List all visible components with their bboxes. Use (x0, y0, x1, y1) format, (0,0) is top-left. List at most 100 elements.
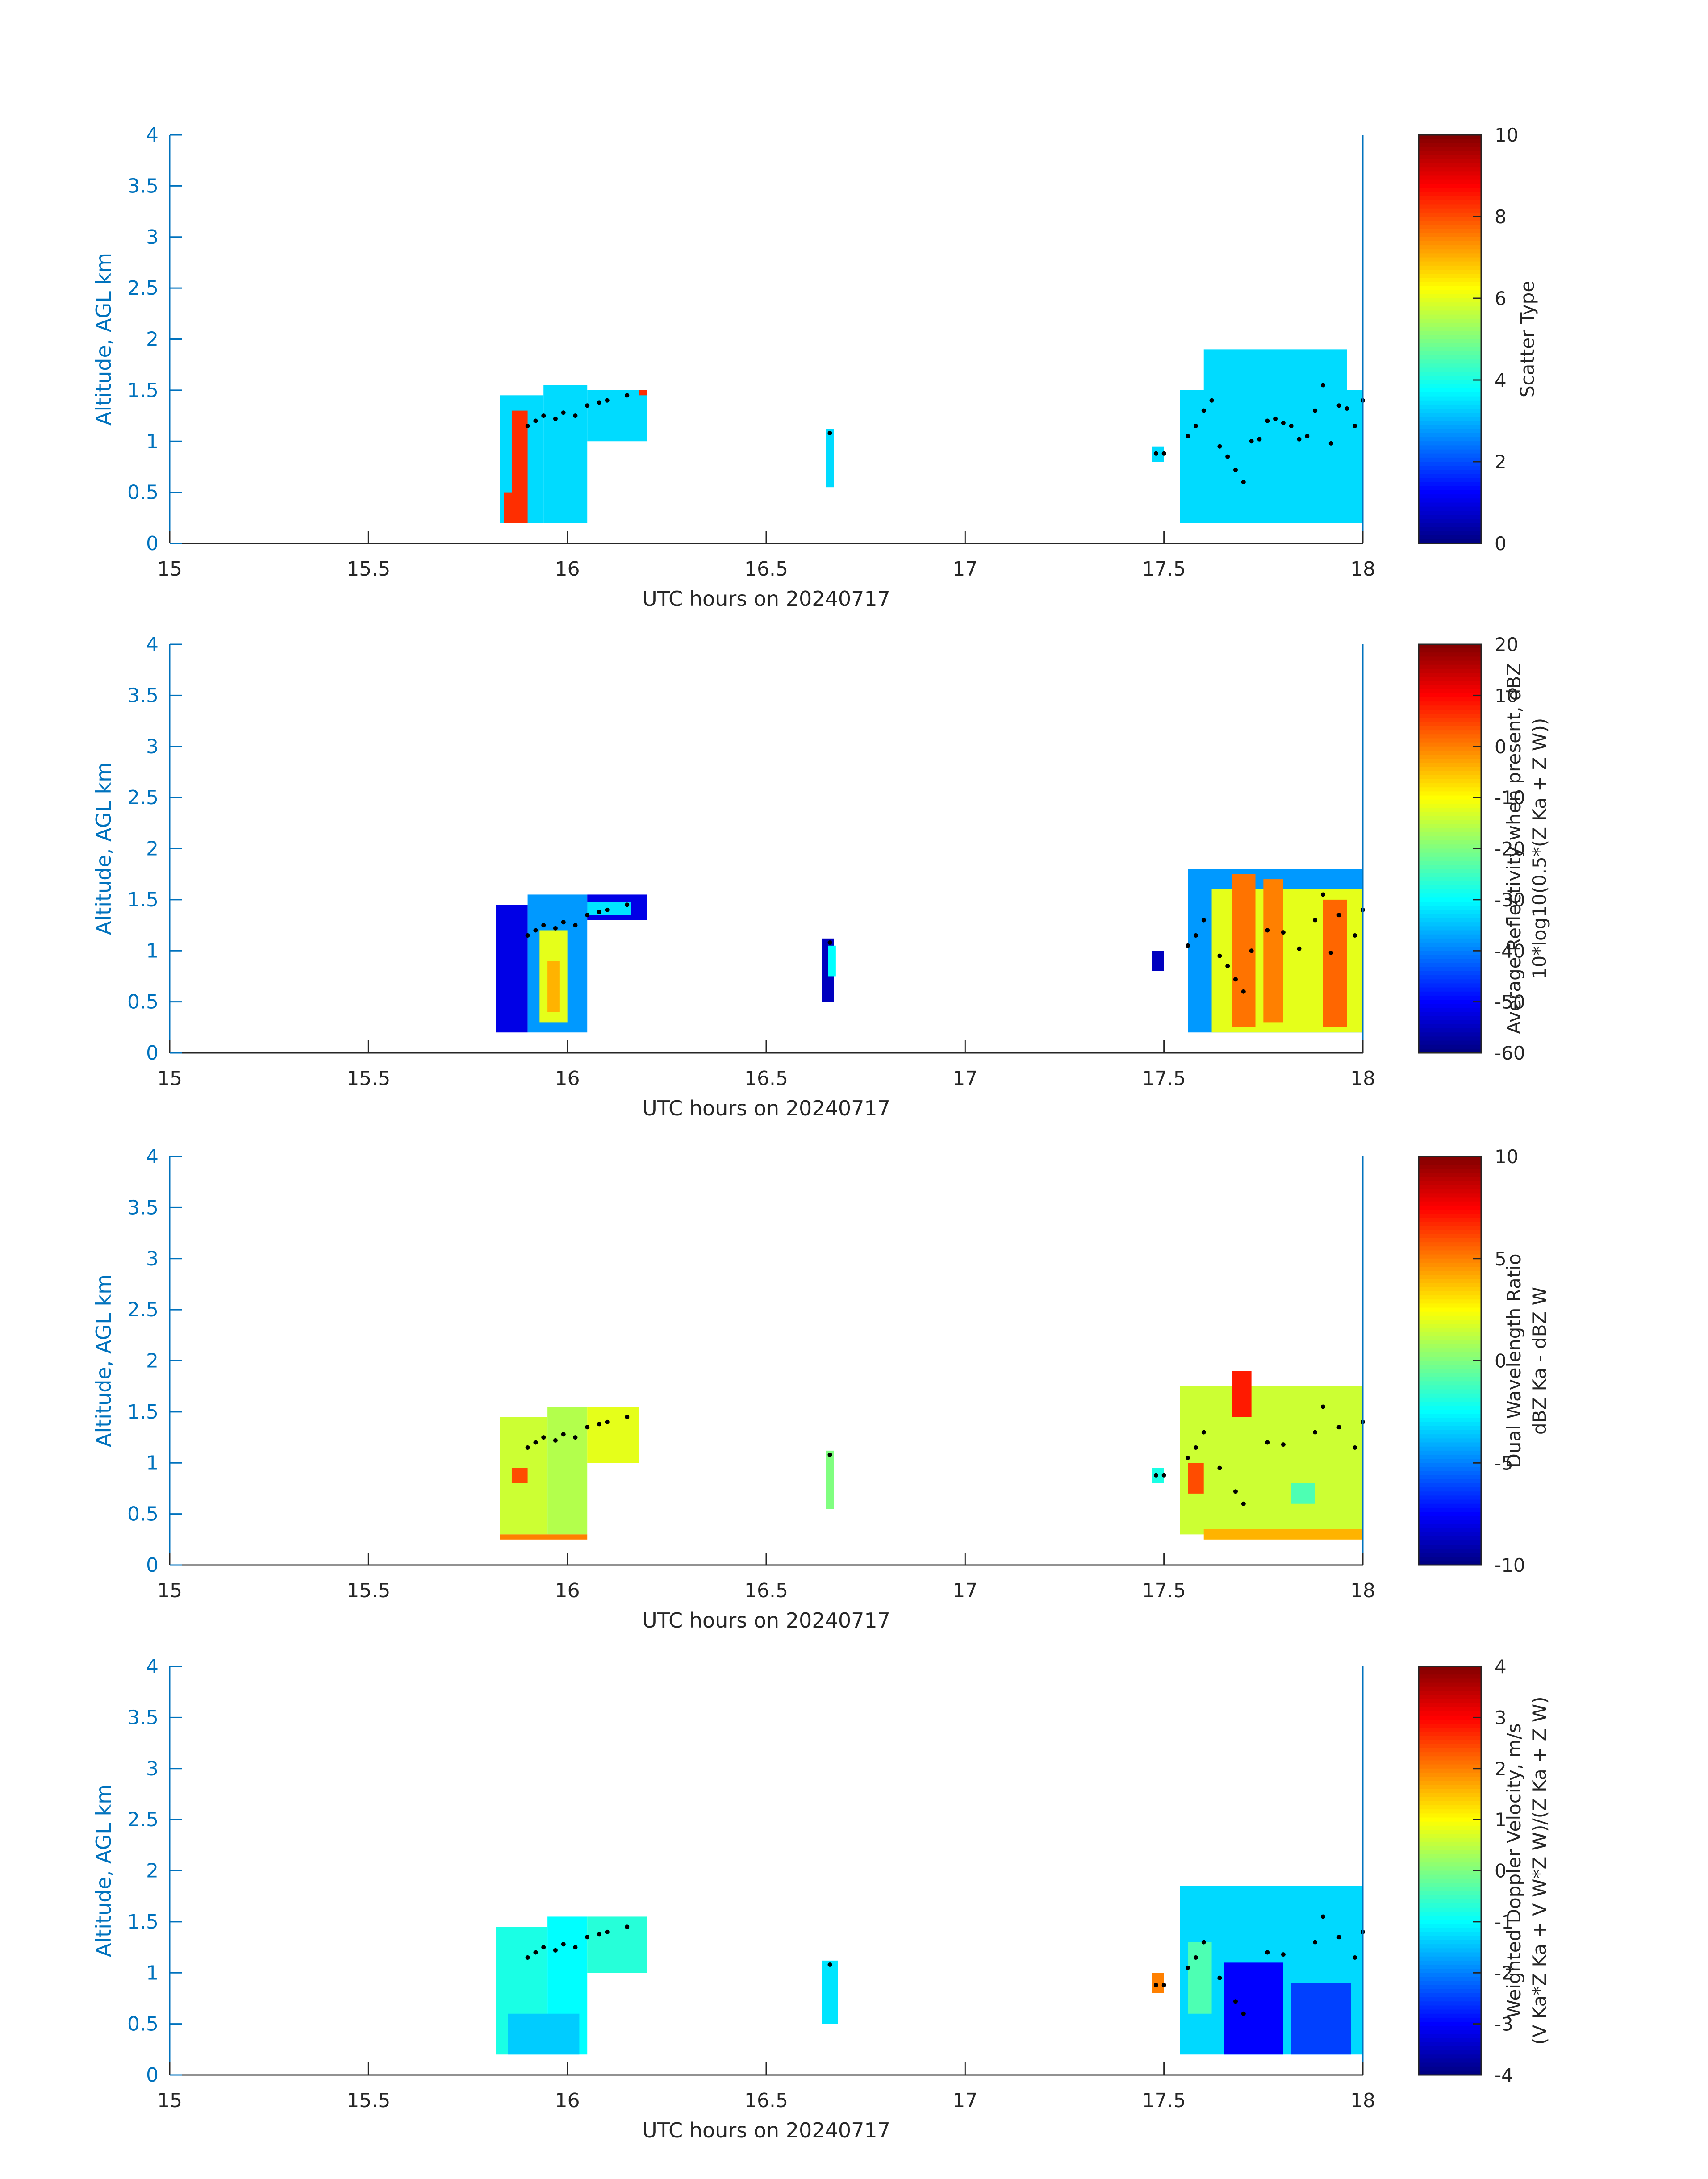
colorbar-segment (1419, 2062, 1481, 2067)
colorbar-segment (1419, 290, 1481, 295)
colorbar-segment (1419, 1024, 1481, 1029)
panel-4: 15 15.5 16 16.5 17 17.5 18 0 0.5 1 1.5 2 2.5 3 3.5 4 UTC… (92, 1655, 1550, 2142)
marker-point (1225, 454, 1230, 459)
y-tick-label: 2.5 (127, 1298, 159, 1321)
colorbar-segment (1419, 1536, 1481, 1541)
colorbar-segment (1419, 1512, 1481, 1516)
y-tick-label: 3.5 (127, 1196, 159, 1219)
colorbar-segment (1419, 1258, 1481, 1263)
colorbar-label: dBZ Ka - dBZ W (1528, 1287, 1550, 1435)
colorbar-segment (1419, 282, 1481, 287)
marker-point (1265, 1950, 1270, 1955)
colorbar-segment (1419, 1887, 1481, 1892)
colorbar-segment (1419, 1234, 1481, 1239)
colorbar-segment (1419, 347, 1481, 352)
colorbar-segment (1419, 848, 1481, 853)
heatmap-cells (500, 349, 1363, 523)
colorbar-segment (1419, 963, 1481, 968)
heatmap-cell (1203, 349, 1347, 390)
colorbar-segment (1419, 1920, 1481, 1924)
colorbar-segment (1419, 844, 1481, 849)
marker-point (827, 940, 832, 945)
colorbar-segment (1419, 1483, 1481, 1488)
marker-point (1353, 423, 1357, 428)
heatmap-cell (1291, 1483, 1315, 1504)
colorbar-segment (1419, 2070, 1481, 2075)
colorbar-segment (1419, 930, 1481, 935)
marker-point (1161, 1983, 1166, 1987)
colorbar-segment (1419, 660, 1481, 665)
colorbar-segment (1419, 975, 1481, 980)
y-tick-label: 1 (146, 1962, 159, 1984)
marker-point (1281, 930, 1286, 935)
heatmap-cell (500, 1534, 588, 1540)
colorbar-segment (1419, 351, 1481, 356)
colorbar-segment (1419, 376, 1481, 380)
colorbar-segment (1419, 1242, 1481, 1247)
colorbar-tick-label: 2 (1495, 1758, 1507, 1780)
colorbar-segment (1419, 1165, 1481, 1169)
colorbar-segment (1419, 1028, 1481, 1033)
heatmap-cell (547, 961, 560, 1012)
marker-point (1265, 928, 1270, 933)
colorbar-segment (1419, 1040, 1481, 1045)
y-tick-label: 2 (146, 328, 159, 351)
marker-point (533, 928, 538, 933)
colorbar-segment (1419, 934, 1481, 939)
colorbar-segment (1419, 1032, 1481, 1037)
colorbar-segment (1419, 1173, 1481, 1177)
colorbar-segment (1419, 1177, 1481, 1181)
marker-point (625, 1924, 630, 1929)
heatmap-cell (587, 390, 647, 442)
colorbar-label: Average Reflectivity when present, dBZ (1503, 663, 1525, 1034)
colorbar-segment (1419, 1373, 1481, 1378)
colorbar-segment (1419, 1703, 1481, 1708)
marker-point (1241, 480, 1246, 484)
colorbar-segment (1419, 1805, 1481, 1810)
colorbar-segment (1419, 1956, 1481, 1961)
colorbar-segment (1419, 486, 1481, 491)
y-tick-label: 0 (146, 532, 159, 555)
colorbar-segment (1419, 1422, 1481, 1427)
x-tick-label: 16 (555, 558, 580, 580)
colorbar-segment (1419, 1471, 1481, 1476)
colorbar-segment (1419, 322, 1481, 327)
colorbar-segment (1419, 1557, 1481, 1561)
heatmap-cell (511, 410, 528, 523)
colorbar-segment (1419, 261, 1481, 266)
colorbar-segment (1419, 1797, 1481, 1802)
marker-point (1217, 953, 1222, 958)
colorbar-label: Dual Wavelength Ratio (1503, 1253, 1525, 1468)
marker-point (625, 902, 630, 907)
colorbar-segment (1419, 294, 1481, 299)
colorbar-segment (1419, 139, 1481, 144)
colorbar-segment (1419, 380, 1481, 384)
y-tick-label: 2.5 (127, 277, 159, 300)
colorbar-tick-label: 6 (1495, 288, 1507, 309)
heatmap-cell (508, 2013, 580, 2055)
colorbar-segment (1419, 1230, 1481, 1235)
colorbar-segment (1419, 257, 1481, 262)
colorbar-segment (1419, 860, 1481, 865)
y-tick-label: 3.5 (127, 684, 159, 707)
colorbar-segment (1419, 1903, 1481, 1908)
colorbar-segment (1419, 1817, 1481, 1822)
x-tick-label: 17 (952, 1067, 977, 1090)
colorbar-segment (1419, 2042, 1481, 2047)
marker-point (827, 1962, 832, 1967)
colorbar-segment (1419, 1348, 1481, 1353)
colorbar-tick-label: 4 (1495, 369, 1507, 391)
colorbar-segment (1419, 1397, 1481, 1402)
colorbar-segment (1419, 2034, 1481, 2039)
marker-point (1241, 1501, 1246, 1506)
marker-point (561, 1432, 566, 1437)
colorbar-segment (1419, 881, 1481, 886)
colorbar-tick-label: 2 (1495, 451, 1507, 473)
marker-point (1336, 403, 1341, 408)
x-tick-label: 18 (1350, 558, 1375, 580)
marker-point (1161, 451, 1166, 456)
colorbar-segment (1419, 1532, 1481, 1537)
colorbar-segment (1419, 1985, 1481, 1990)
panel-3: 15 15.5 16 16.5 17 17.5 18 0 0.5 1 1.5 2 2.5 3 3.5 4 UTC… (92, 1145, 1550, 1632)
marker-point (541, 923, 546, 928)
